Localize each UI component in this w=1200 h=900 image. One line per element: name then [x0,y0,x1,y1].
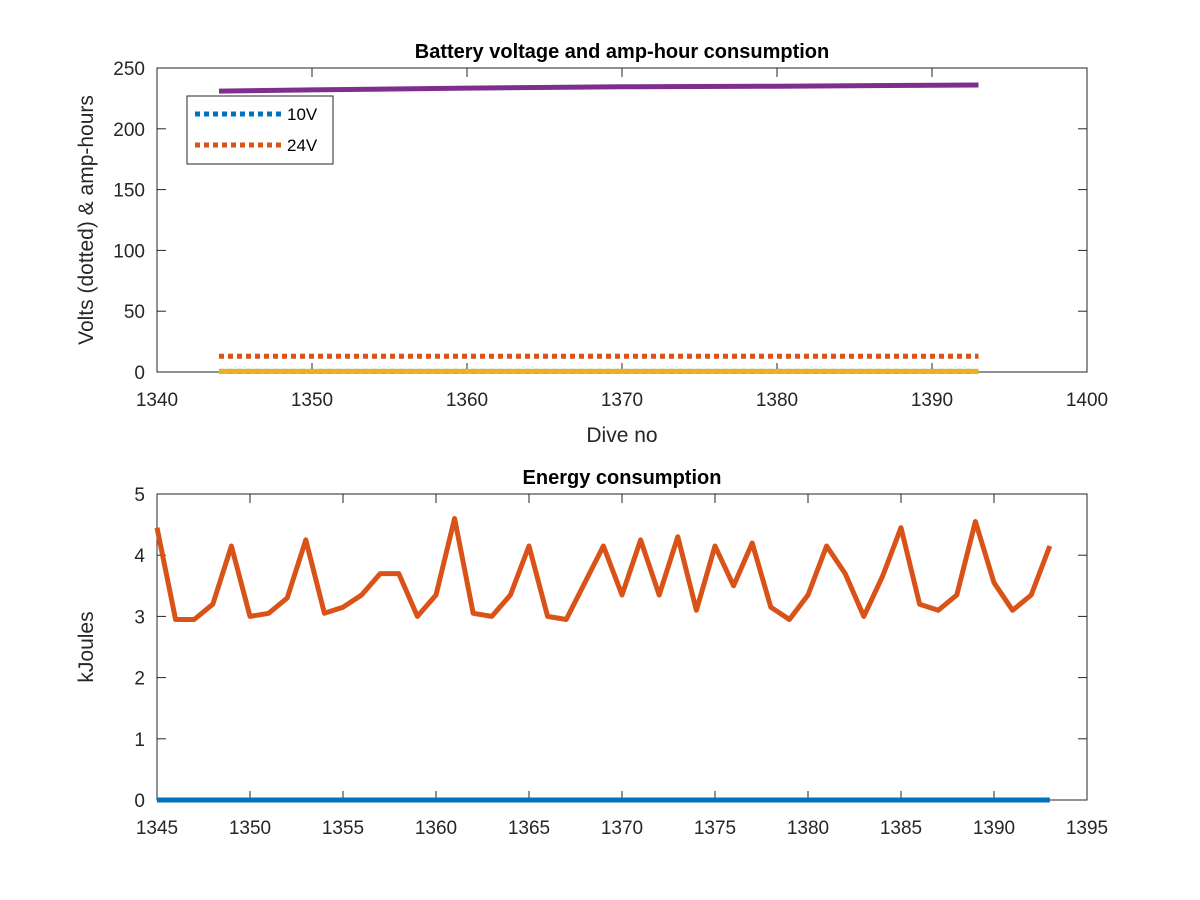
legend-label: 10V [287,105,318,124]
y-tick-label: 200 [113,120,145,141]
x-tick-label: 1375 [694,818,736,839]
chart-title: Energy consumption [523,467,722,489]
y-tick-label: 0 [134,363,145,384]
chart-title: Battery voltage and amp-hour consumption [415,41,829,63]
x-tick-label: 1350 [291,390,333,411]
x-tick-label: 1385 [880,818,922,839]
y-tick-label: 100 [113,241,145,262]
x-tick-label: 1345 [136,818,178,839]
subplot-1: 1340 1350 1360 1370 1380 1390 1400 0 50 100 150 200… [75,41,1108,447]
x-tick-label: 1380 [756,390,798,411]
x-axis-label: Dive no [586,424,657,447]
series-line-1 [154,516,1053,622]
y-tick-label: 150 [113,181,145,202]
y-axis-label: Volts (dotted) & amp-hours [75,95,98,345]
x-tick-label: 1340 [136,390,178,411]
x-tick-label: 1350 [229,818,271,839]
legend-box [186,95,334,165]
plot-area [156,493,1088,801]
y-tick-label: 4 [134,546,145,567]
x-tick-label: 1355 [322,818,364,839]
subplot-2: 1345 1350 1355 1360 1365 1370 1375 1380 1385 1390… [75,467,1108,839]
y-tick-label: 1 [134,730,145,751]
x-tick-label: 1365 [508,818,550,839]
x-tick-label: 1370 [601,390,643,411]
series-line-4 [218,82,979,94]
y-tick-label: 3 [134,607,145,628]
y-axis-label: kJoules [75,611,98,682]
x-tick-label: 1400 [1066,390,1108,411]
x-tick-label: 1360 [446,390,488,411]
y-tick-label: 250 [113,59,145,80]
legend-label: 24V [287,136,318,155]
x-tick-label: 1390 [911,390,953,411]
x-tick-label: 1380 [787,818,829,839]
x-tick-label: 1395 [1066,818,1108,839]
y-tick-label: 2 [134,669,145,690]
y-tick-label: 50 [124,302,145,323]
x-tick-label: 1360 [415,818,457,839]
x-tick-label: 1370 [601,818,643,839]
y-tick-label: 5 [134,485,145,506]
legend: 10V 24V [186,95,334,165]
y-tick-label: 0 [134,791,145,812]
x-tick-label: 1390 [973,818,1015,839]
